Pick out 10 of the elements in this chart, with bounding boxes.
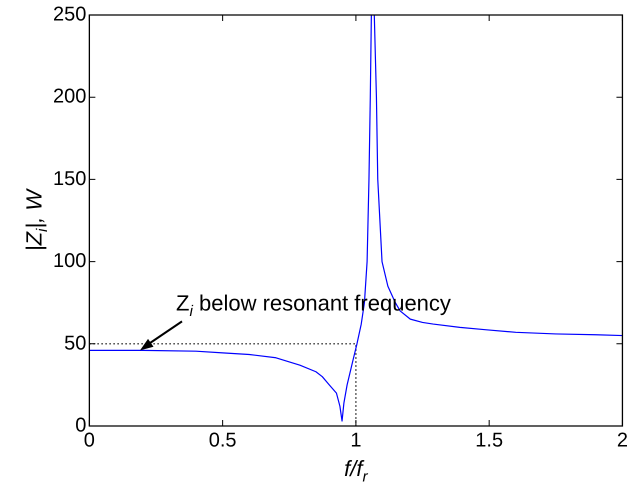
x-tick-label: 1 [350,430,362,452]
x-tick-label: 1.5 [475,430,504,452]
x-tick-label: 0.5 [208,430,237,452]
y-tick-label: 250 [52,4,86,26]
y-tick-label: 50 [64,332,86,354]
x-tick-label: 2 [616,430,628,452]
y-tick-label: 150 [52,168,86,190]
y-tick-label: 100 [52,250,86,272]
y-axis-title: |Zi|, W [21,188,51,252]
y-tick-label: 200 [52,86,86,108]
